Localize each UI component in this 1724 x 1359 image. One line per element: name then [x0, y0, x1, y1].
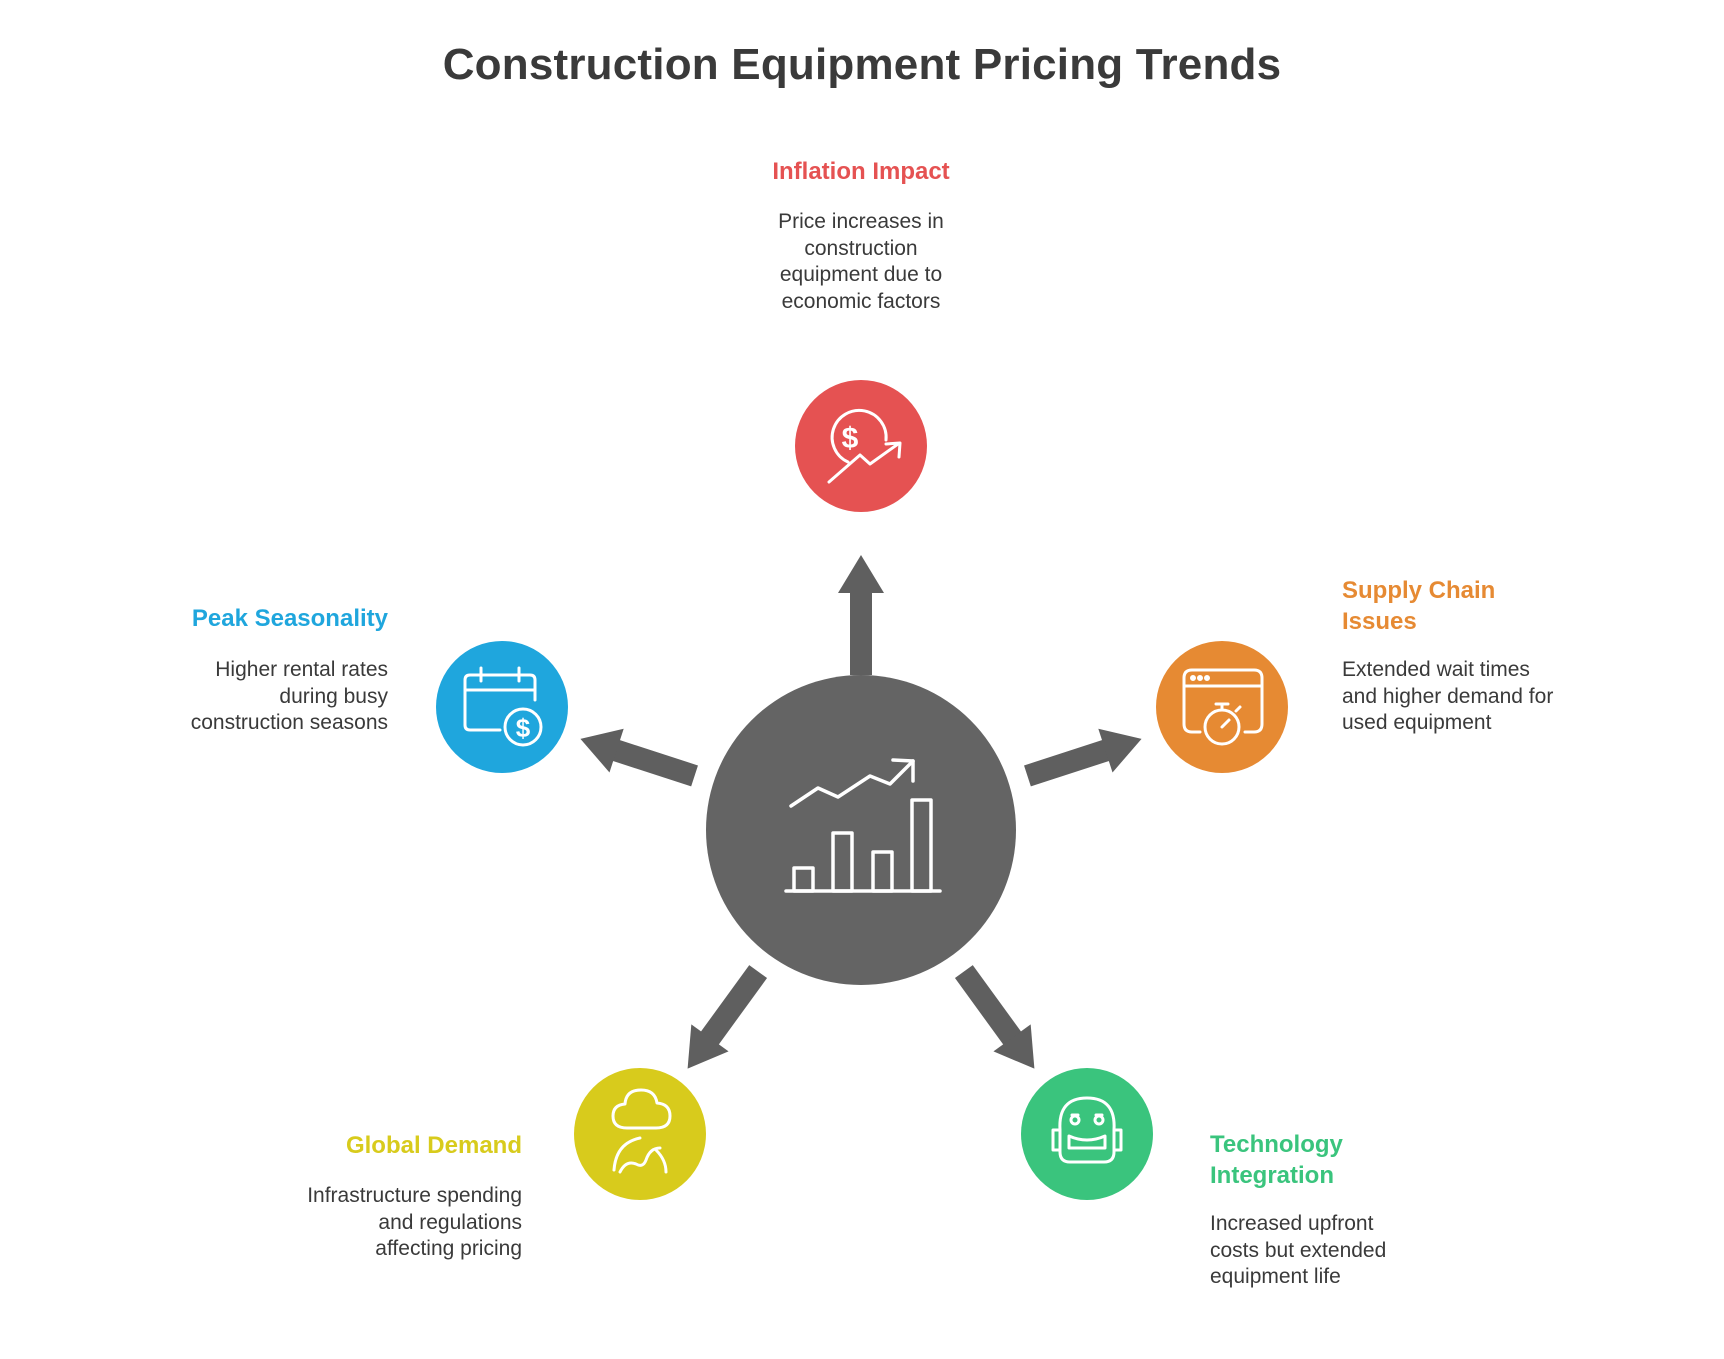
peak-description-line: Higher rental rates	[215, 658, 388, 681]
inflation-description-line: equipment due to	[779, 263, 943, 286]
inflation-description-line: Price increases in	[778, 210, 944, 233]
supply-description-line: used equipment	[1342, 711, 1492, 734]
global-description-line: and regulations	[378, 1210, 522, 1234]
svg-text:$: $	[516, 713, 531, 743]
arrow-upper-left	[1024, 728, 1142, 787]
browser-stopwatch-icon	[1182, 668, 1264, 746]
technology-node	[1021, 1068, 1153, 1200]
inflation-description: Price increases in construction equipmen…	[730, 209, 992, 315]
arrow-up	[838, 555, 884, 675]
svg-text:$: $	[842, 422, 859, 455]
arrows	[580, 555, 1142, 1069]
technology-description: Increased upfront costs but extended equ…	[1210, 1211, 1510, 1291]
inflation-description-line: construction	[804, 236, 918, 260]
bar-chart-trend-icon	[784, 758, 942, 893]
supply-description: Extended wait times and higher demand fo…	[1342, 657, 1662, 737]
global-node	[574, 1068, 706, 1200]
supply-heading-line: Issues	[1342, 608, 1417, 635]
technology-heading: Technology Integration	[1210, 1129, 1510, 1191]
technology-heading-line: Integration	[1210, 1162, 1334, 1189]
peak-description-line: during busy	[279, 684, 388, 708]
hub-circle	[706, 675, 1016, 985]
arrow-lower-right	[954, 965, 1035, 1069]
technology-heading-line: Technology	[1210, 1131, 1343, 1158]
supply-description-line: and higher demand for	[1342, 684, 1554, 708]
technology-description-line: Increased upfront	[1210, 1212, 1374, 1235]
peak-description-line: construction seasons	[190, 711, 388, 734]
cloud-globe-icon	[611, 1088, 672, 1174]
inflation-heading: Inflation Impact	[772, 158, 950, 185]
peak-node: $	[436, 641, 568, 773]
dollar-trend-up-icon: $	[827, 408, 902, 484]
calendar-dollar-icon: $	[463, 666, 543, 747]
global-description: Infrastructure spending and regulations …	[200, 1183, 522, 1263]
technology-description-line: costs but extended	[1210, 1238, 1387, 1262]
supply-node	[1156, 641, 1288, 773]
supply-heading-line: Supply Chain	[1342, 577, 1496, 604]
peak-heading: Peak Seasonality	[191, 605, 388, 632]
arrow-lower-left	[687, 965, 768, 1069]
hub	[706, 675, 1016, 985]
inflation-node: $	[795, 380, 927, 512]
supply-description-line: Extended wait times	[1342, 658, 1530, 681]
page-title: Construction Equipment Pricing Trends	[442, 40, 1282, 89]
robot-icon	[1051, 1096, 1123, 1164]
arrow-upper-right	[580, 728, 698, 787]
peak-description: Higher rental rates during busy construc…	[90, 657, 388, 737]
global-description-line: affecting pricing	[375, 1237, 522, 1260]
global-description-line: Infrastructure spending	[307, 1184, 522, 1207]
technology-description-line: equipment life	[1210, 1265, 1341, 1288]
inflation-description-line: economic factors	[781, 289, 941, 313]
supply-heading: Supply Chain Issues	[1342, 575, 1642, 637]
global-heading: Global Demand	[345, 1132, 522, 1159]
